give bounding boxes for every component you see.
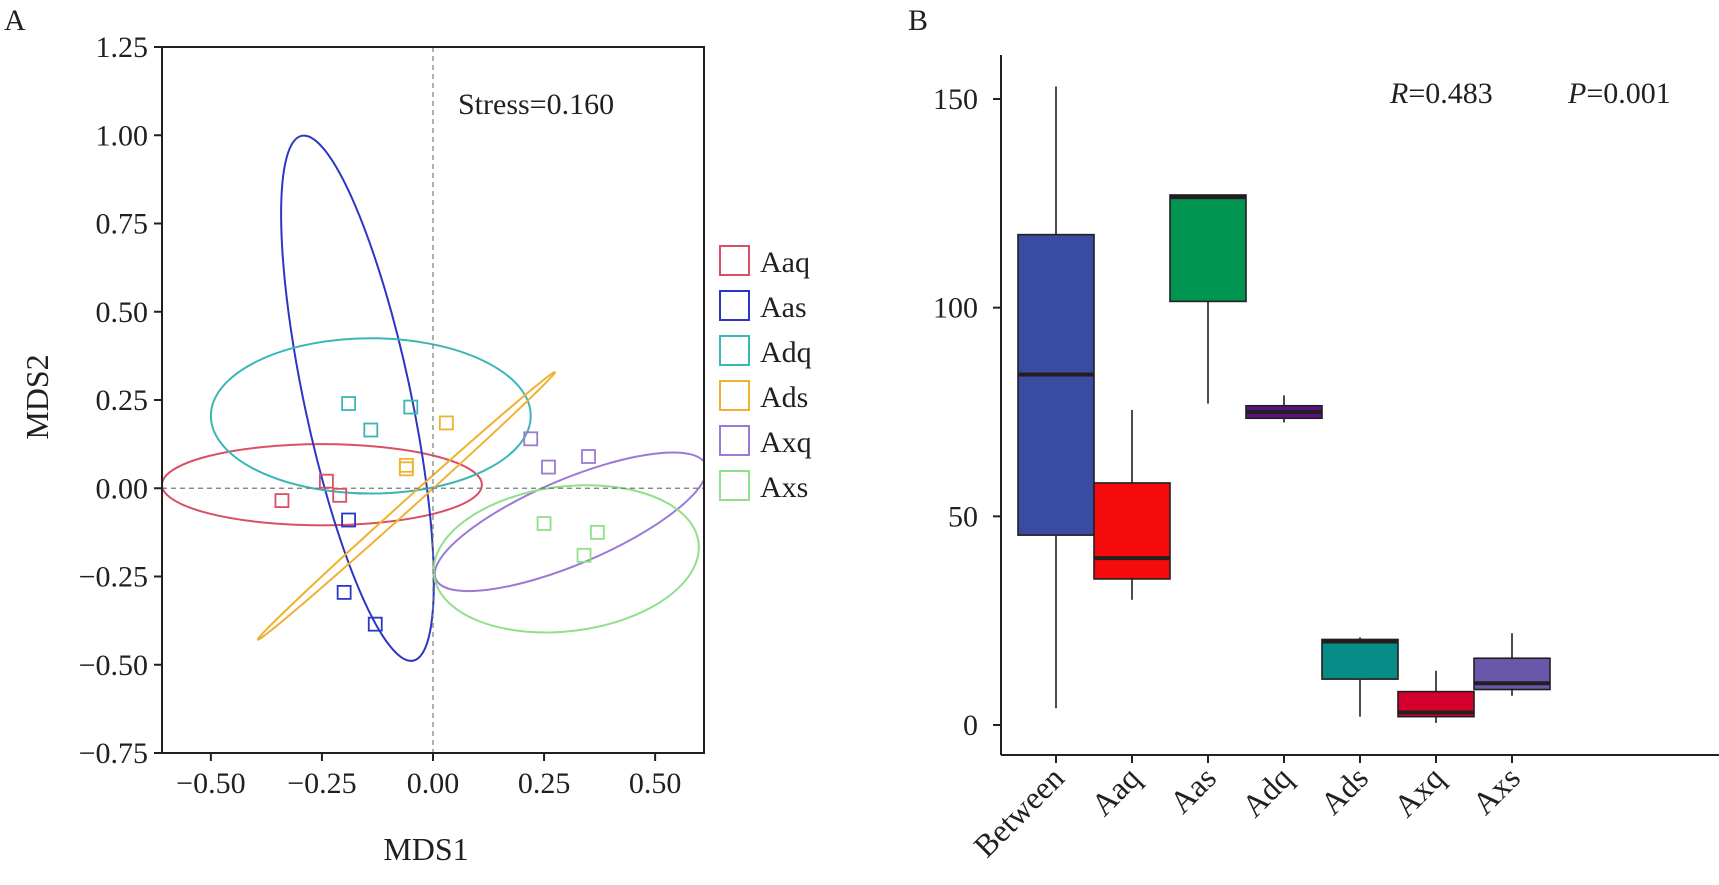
r-label: R: [1389, 77, 1408, 110]
points-layer: [274, 396, 605, 632]
legend-label-aas: Aas: [760, 291, 807, 324]
y-tick-label: 0.00: [96, 472, 149, 505]
x-tick-label: −0.25: [287, 767, 356, 800]
legend-swatch-aas: [719, 290, 750, 321]
svg-text:P=0.001: P=0.001: [1567, 77, 1671, 110]
r-value: =0.483: [1408, 77, 1492, 110]
ellipse-aas: [280, 134, 435, 662]
legend-swatch-axq: [719, 425, 750, 456]
category-label-aas: Aas: [1162, 759, 1223, 820]
y-tick-label-b: 0: [963, 709, 978, 742]
category-label-ads: Ads: [1313, 759, 1375, 821]
y-tick-label: 1.00: [96, 119, 149, 152]
point-aas-2: [336, 584, 352, 600]
reference-lines: [162, 47, 704, 753]
p-value: =0.001: [1586, 77, 1670, 110]
point-axq-3: [581, 449, 596, 464]
panel-label-a: A: [4, 4, 26, 37]
y-tick-label: 1.25: [96, 31, 149, 64]
y-tick-label: −0.75: [79, 737, 148, 770]
x-tick-label: −0.50: [176, 767, 245, 800]
legend-swatch-axs: [719, 470, 750, 501]
category-label-between: Between: [966, 759, 1071, 864]
y-tick-label-b: 50: [948, 500, 978, 533]
legend: Aaq Aas Adq Ads Axq Axs: [719, 245, 812, 504]
x-tick-label: 0.00: [407, 767, 460, 800]
point-axq-1: [523, 431, 539, 447]
point-axq-2: [541, 459, 556, 475]
x-tick-label: 0.25: [518, 767, 571, 800]
y-tick-label-b: 150: [933, 83, 978, 116]
legend-swatch-adq: [719, 335, 750, 366]
stats-annotation: R=0.483 P=0.001: [1389, 77, 1671, 110]
point-ads-2: [398, 457, 414, 473]
point-adq-3: [403, 399, 419, 415]
point-aaq-1: [274, 493, 290, 509]
ellipse-axq: [433, 451, 704, 593]
point-ads-1: [398, 461, 414, 477]
point-axs-1: [536, 516, 552, 531]
box-ads: [1321, 638, 1399, 680]
point-ads-3: [438, 415, 454, 431]
point-adq-2: [363, 422, 379, 438]
legend-label-adq: Adq: [760, 336, 812, 369]
box-aaq: [1093, 482, 1171, 580]
x-tick-label: 0.50: [629, 767, 682, 800]
x-axis-title: MDS1: [383, 831, 468, 867]
ellipse-adq: [209, 337, 532, 495]
point-aas-1: [341, 512, 356, 528]
category-label-axs: Axs: [1465, 759, 1527, 821]
svg-text:R=0.483: R=0.483: [1389, 77, 1493, 110]
y-tick-label-b: 100: [933, 292, 978, 325]
y-tick-label: 0.25: [96, 384, 149, 417]
stress-annotation: Stress=0.160: [458, 88, 614, 121]
point-adq-1: [341, 396, 356, 411]
y-axis-title: MDS2: [19, 354, 55, 439]
y-axis-ticks: 1.25 1.00 0.75 0.50 0.25 0.00 −0.25 −0.50 −0.75: [79, 31, 162, 770]
ellipse-ads: [256, 371, 556, 641]
legend-label-aaq: Aaq: [760, 246, 810, 279]
category-label-adq: Adq: [1235, 759, 1299, 823]
box-between: [1017, 233, 1095, 536]
y-tick-label: −0.50: [79, 649, 148, 682]
point-aaq-2: [318, 473, 334, 489]
x-axis-ticks: −0.50 −0.25 0.00 0.25 0.50: [176, 753, 681, 800]
box-aas: [1169, 194, 1247, 303]
y-tick-label: 0.75: [96, 208, 149, 241]
legend-label-axq: Axq: [760, 426, 812, 459]
y-tick-label: −0.25: [79, 561, 148, 594]
boxes-layer: [1017, 86, 1551, 723]
y-axis-ticks-b: 0 50 100 150: [933, 83, 1001, 742]
legend-label-axs: Axs: [760, 471, 808, 504]
ellipse-aaq: [162, 443, 483, 527]
ellipses-layer: [162, 134, 704, 662]
category-label-aaq: Aaq: [1084, 759, 1147, 822]
point-axs-2: [589, 524, 605, 540]
category-label-axq: Axq: [1387, 759, 1451, 823]
y-tick-label: 0.50: [96, 296, 149, 329]
ellipse-axs: [432, 484, 700, 634]
p-label: P: [1567, 77, 1586, 110]
legend-swatch-aaq: [719, 245, 750, 276]
legend-label-ads: Ads: [760, 381, 808, 414]
point-aaq-3: [332, 487, 348, 503]
panel-label-b: B: [908, 4, 928, 37]
nmds-panel: 1.251.000.750.500.250.00−0.25−0.50−0.75 …: [19, 31, 812, 867]
point-axs-3: [576, 547, 592, 563]
x-axis-ticks-b: Between Aaq Aas Adq Ads Axq Axs: [966, 755, 1527, 864]
point-aas-3: [367, 616, 383, 632]
legend-swatch-ads: [719, 380, 750, 411]
